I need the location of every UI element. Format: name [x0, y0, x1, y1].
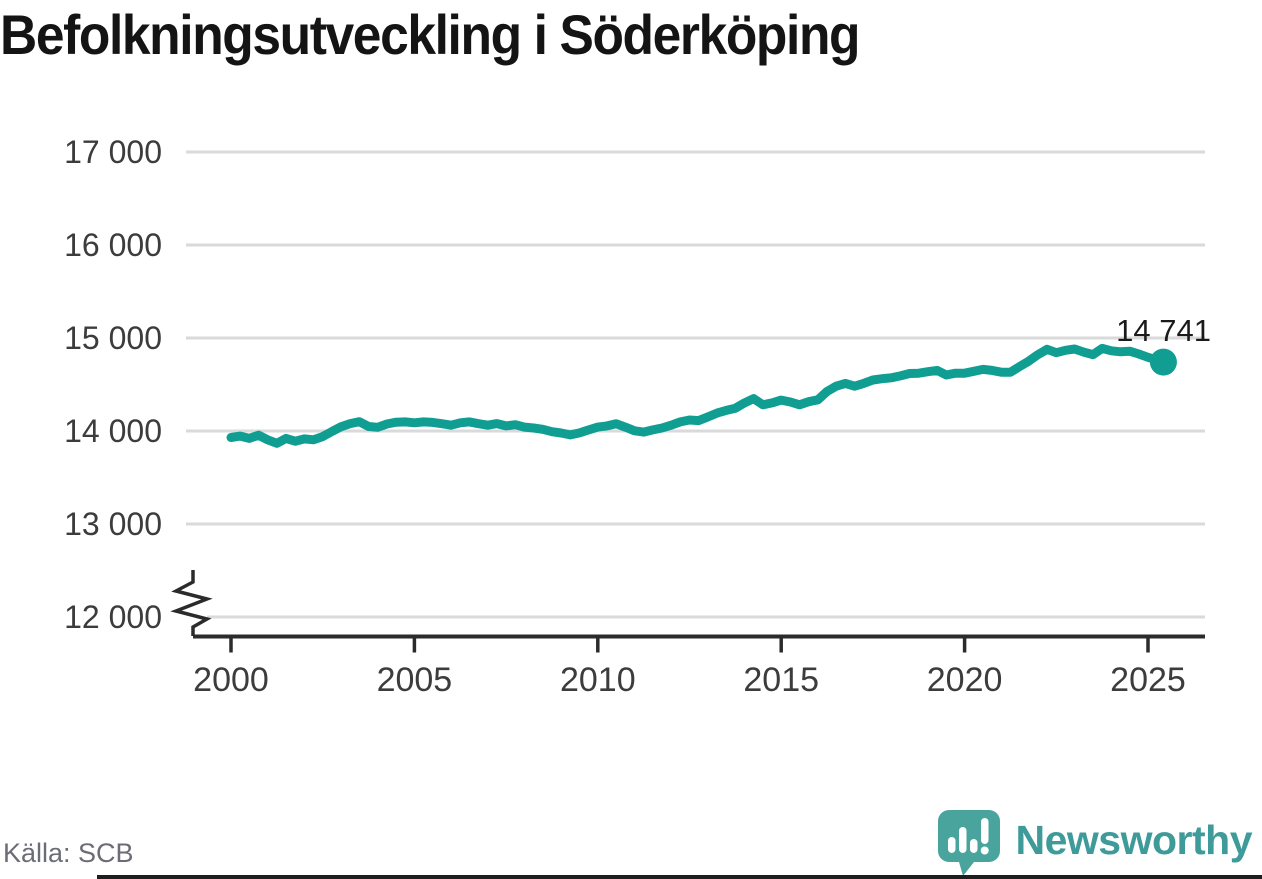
end-point-marker	[1149, 348, 1177, 376]
y-tick-label: 15 000	[64, 320, 162, 356]
x-axis-tick-labels: 2000 2005 2010 2015 2020 2025	[193, 661, 1186, 699]
y-tick-label: 17 000	[64, 134, 162, 170]
newsworthy-speech-bubble-bar-chart-icon	[937, 810, 1000, 876]
brand-logo: Newsworthy	[936, 808, 1253, 878]
page-title: Befolkningsutveckling i Söderköping	[0, 3, 861, 66]
gridlines	[186, 150, 1205, 619]
x-tick-label: 2015	[743, 661, 819, 699]
population-series-line	[226, 343, 1168, 448]
brand-wordmark: Newsworthy	[1015, 816, 1253, 863]
x-tick-label: 2025	[1110, 661, 1186, 699]
x-tick-label: 2020	[927, 661, 1003, 699]
y-tick-label: 13 000	[64, 506, 162, 542]
end-point-value: 14 741	[1116, 313, 1211, 348]
x-tick-label: 2005	[377, 661, 453, 699]
y-tick-label: 16 000	[64, 227, 162, 263]
source-note: Källa: SCB	[3, 838, 134, 868]
y-axis-tick-labels: 17 000 16 000 15 000 14 000 13 000 12 000	[64, 134, 162, 635]
y-tick-label: 14 000	[64, 413, 162, 449]
x-tick-label: 2000	[193, 661, 269, 699]
x-tick-label: 2010	[560, 661, 636, 699]
y-tick-label: 12 000	[64, 599, 162, 635]
x-axis	[193, 634, 1205, 653]
y-axis-break-icon	[170, 570, 213, 636]
video-progress-bar[interactable]	[97, 875, 1262, 879]
end-point-value-label: 14 741	[1116, 313, 1211, 348]
